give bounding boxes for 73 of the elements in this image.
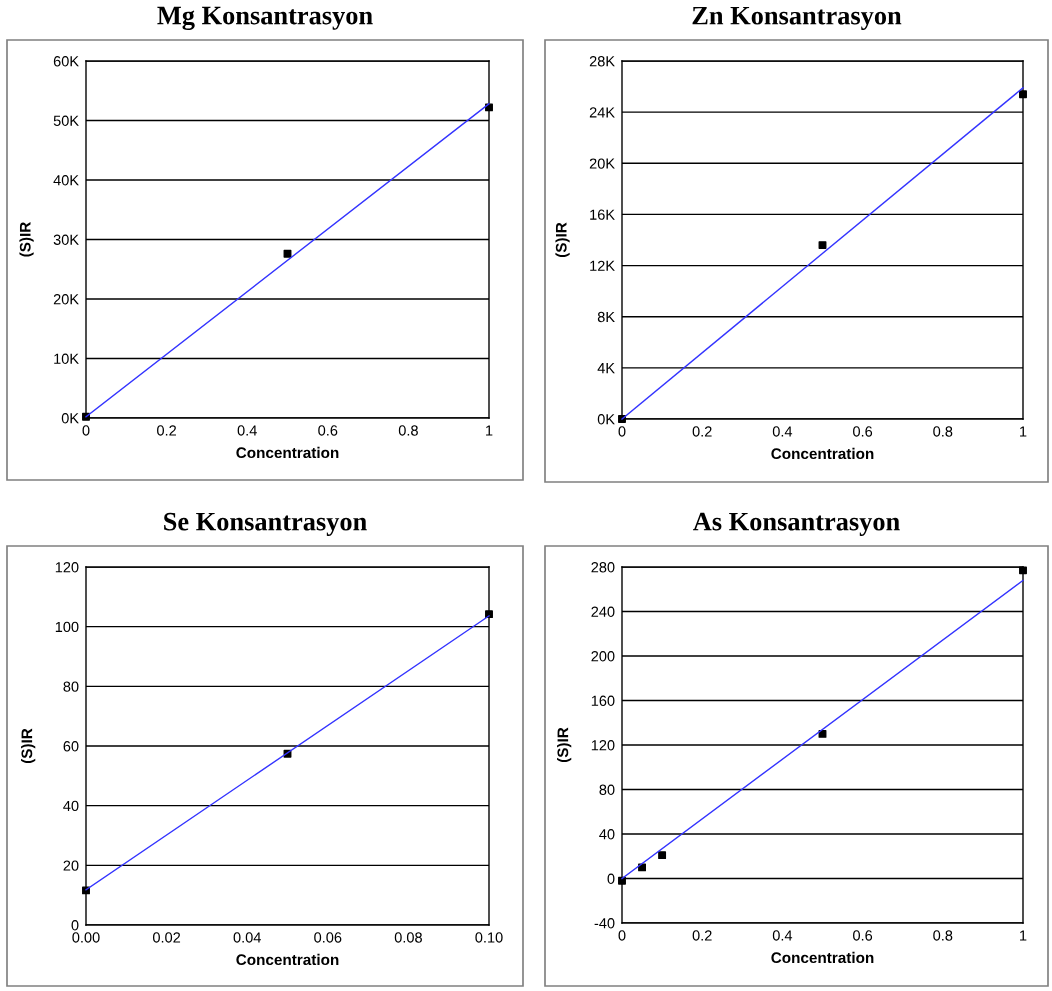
x-tick-label: 1 xyxy=(1020,426,1027,437)
y-tick-label: 80 xyxy=(599,784,615,795)
y-axis-title: (S)IR xyxy=(557,727,572,763)
y-tick-label: 20K xyxy=(589,158,615,169)
y-tick-label: 40K xyxy=(53,175,79,186)
y-axis-title: (S)IR xyxy=(19,221,34,257)
point xyxy=(818,241,827,250)
x-tick-label: 0.8 xyxy=(933,426,953,437)
y-tick-label: 0K xyxy=(61,413,79,424)
y-tick-label: 0 xyxy=(71,920,79,931)
chart-title: Mg Konsantrasyon xyxy=(157,6,373,30)
y-tick-label: 240 xyxy=(591,606,615,617)
x-axis-title: Concentration xyxy=(236,446,339,459)
x-tick-label: 0 xyxy=(82,425,90,436)
x-tick-label: 1 xyxy=(486,425,493,436)
y-axis-title: (S)IR xyxy=(555,222,570,258)
y-tick-label: 16K xyxy=(590,209,615,220)
x-tick-label: 0.6 xyxy=(853,930,873,941)
y-tick-label: 28K xyxy=(589,56,615,67)
y-tick-label: -40 xyxy=(594,918,615,929)
y-tick-label: 200 xyxy=(591,651,615,662)
y-tick-label: 100 xyxy=(55,621,79,633)
y-tick-label: 80 xyxy=(63,681,79,692)
y-tick-label: 20 xyxy=(63,860,79,871)
x-tick-label: 0 xyxy=(618,930,626,941)
chart-title: Zn Konsantrasyon xyxy=(692,6,902,30)
y-tick-label: 8K xyxy=(597,311,615,323)
x-tick-label: 0.00 xyxy=(72,932,100,943)
y-tick-label: 12K xyxy=(590,260,615,271)
x-tick-label: 1 xyxy=(1020,930,1027,941)
point xyxy=(1019,90,1027,99)
y-tick-label: 0K xyxy=(597,414,615,425)
y-tick-label: 120 xyxy=(591,740,615,751)
chart-title: As Konsantrasyon xyxy=(693,512,900,536)
x-tick-label: 0.2 xyxy=(692,930,712,941)
x-tick-label: 0.6 xyxy=(318,425,338,436)
x-tick-label: 0.2 xyxy=(157,425,177,436)
x-tick-label: 0.4 xyxy=(772,426,793,437)
x-tick-label: 0.8 xyxy=(933,930,953,941)
y-tick-label: 20K xyxy=(53,294,79,305)
x-tick-label: 0 xyxy=(618,426,626,437)
x-tick-label: 0.08 xyxy=(394,932,422,943)
x-tick-label: 0.04 xyxy=(233,932,261,943)
x-axis-title: Concentration xyxy=(771,951,874,964)
x-tick-label: 0.2 xyxy=(692,426,712,437)
y-tick-label: 24K xyxy=(589,107,615,118)
y-tick-label: 50K xyxy=(53,115,79,126)
x-tick-label: 0.8 xyxy=(398,425,418,436)
x-axis-title: Concentration xyxy=(236,953,339,966)
x-tick-label: 0.6 xyxy=(853,426,873,437)
chart-title: Se Konsantrasyon xyxy=(164,512,367,536)
y-axis-title: (S)IR xyxy=(21,728,36,764)
y-tick-label: 0 xyxy=(607,873,615,884)
point xyxy=(658,851,667,860)
y-tick-label: 160 xyxy=(591,695,615,706)
y-tick-label: 30K xyxy=(53,234,79,245)
x-tick-label: 0.4 xyxy=(237,425,257,436)
y-tick-label: 120 xyxy=(55,562,79,573)
x-tick-label: 0.06 xyxy=(314,932,342,943)
x-tick-label: 0.10 xyxy=(475,932,503,943)
y-tick-label: 60K xyxy=(53,56,79,67)
x-tick-label: 0.4 xyxy=(772,930,793,941)
y-tick-label: 10K xyxy=(54,353,79,364)
x-axis-title: Concentration xyxy=(771,447,874,460)
y-tick-label: 280 xyxy=(591,562,615,573)
point xyxy=(1019,566,1027,575)
y-tick-label: 4K xyxy=(597,363,615,374)
y-tick-label: 40 xyxy=(599,829,615,840)
x-tick-label: 0.02 xyxy=(152,932,181,943)
point xyxy=(638,863,647,872)
y-tick-label: 60 xyxy=(63,741,79,752)
y-tick-label: 40 xyxy=(63,800,79,812)
point xyxy=(283,249,292,258)
